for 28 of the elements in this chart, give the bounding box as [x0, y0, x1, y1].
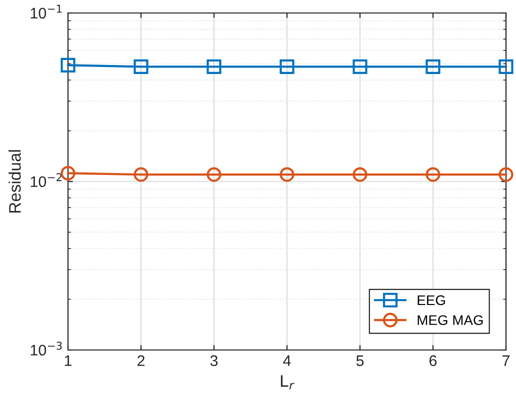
x-axis-title: L$_{r}$ [280, 375, 294, 390]
point [206, 59, 222, 74]
point [498, 59, 514, 74]
point [134, 59, 148, 74]
point [206, 167, 222, 182]
point [426, 167, 440, 182]
point [426, 59, 440, 74]
point [134, 167, 148, 182]
y-tick-label: 10$^{−1}$ [30, 4, 62, 19]
point [60, 58, 76, 72]
point [352, 59, 368, 74]
legend-label: EEG [418, 295, 445, 306]
x-tick-label: 5 [356, 355, 364, 366]
point [280, 167, 294, 182]
x-tick-label: 3 [210, 355, 218, 366]
point [280, 59, 294, 74]
x-tick-label: 4 [283, 355, 291, 366]
y-axis-title: Residual [8, 150, 21, 213]
x-tick-label: 2 [138, 355, 144, 366]
point [352, 167, 368, 182]
legend-label: MEG MAG [418, 315, 483, 326]
y-tick-label: 10$^{−2}$ [30, 173, 62, 188]
point [498, 167, 514, 182]
x-tick-label: 7 [502, 355, 510, 366]
x-tick-label: 6 [430, 355, 437, 366]
y-tick-label: 10$^{−3}$ [30, 342, 62, 356]
point [60, 166, 76, 180]
x-tick-label: 1 [64, 355, 72, 366]
